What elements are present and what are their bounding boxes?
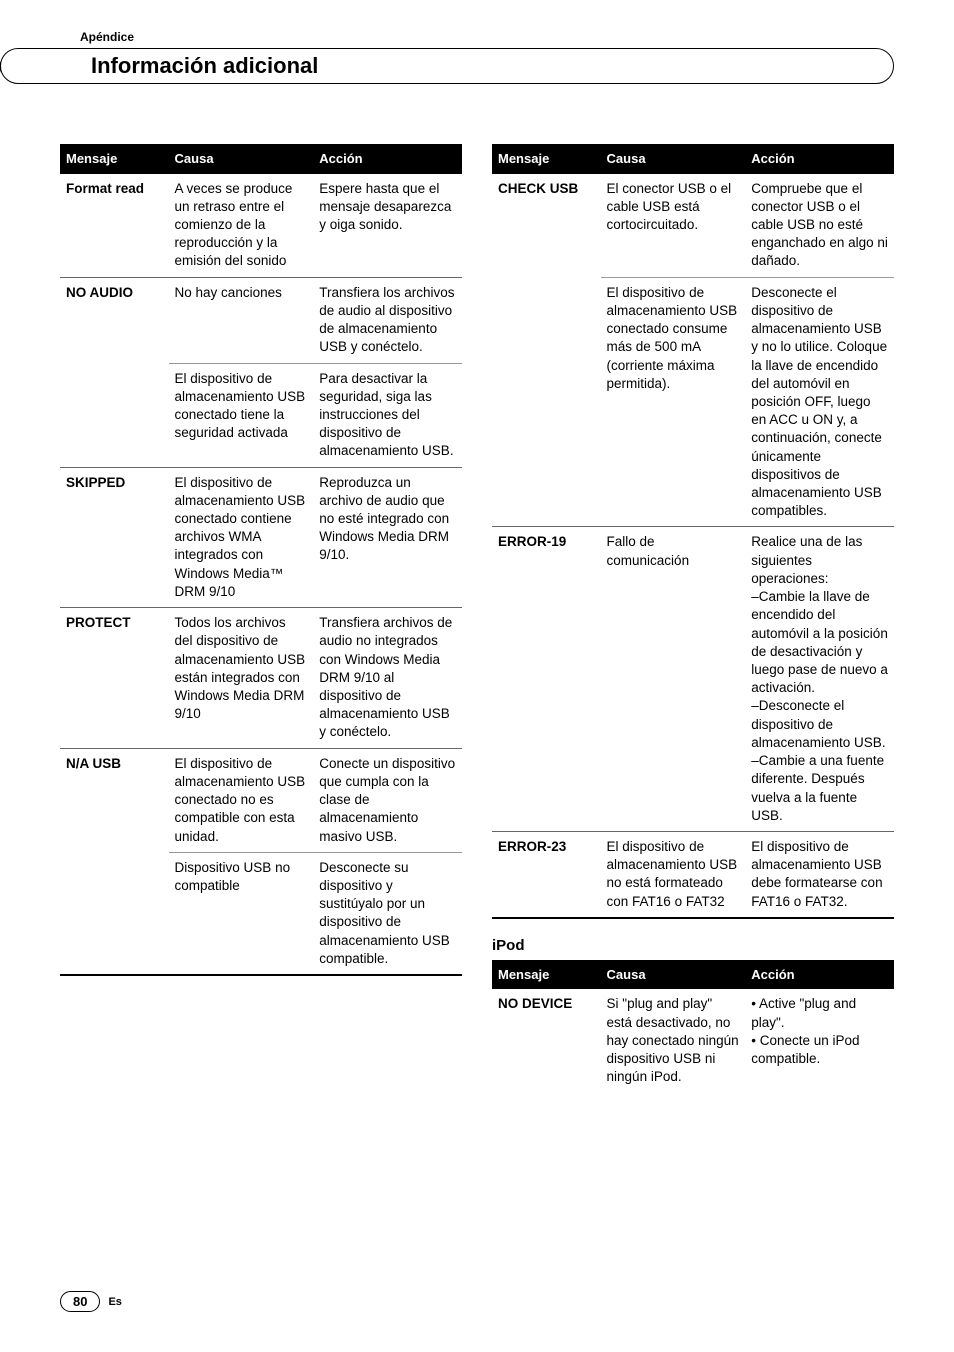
col-header-accion: Acción (313, 144, 462, 174)
ipod-section-label: iPod (492, 937, 894, 954)
right-table: Mensaje Causa Acción CHECK USB El conect… (492, 144, 894, 919)
msg-cell: Format read (60, 174, 169, 278)
title-bar: Información adicional (60, 48, 894, 84)
msg-cell (492, 277, 601, 527)
accion-cell: Transfiera archivos de audio no integrad… (313, 608, 462, 749)
appendix-label: Apéndice (80, 30, 894, 44)
msg-cell: SKIPPED (60, 467, 169, 608)
title-container: Información adicional (0, 48, 894, 84)
causa-cell: Si "plug and play" está desactivado, no … (601, 989, 746, 1092)
accion-cell: Realice una de las siguientes operacione… (745, 527, 894, 832)
accion-cell: Desconecte su dispositivo y sustitúyalo … (313, 852, 462, 975)
accion-cell: Compruebe que el conector USB o el cable… (745, 174, 894, 278)
table-row: CHECK USB El conector USB o el cable USB… (492, 174, 894, 278)
ipod-table: Mensaje Causa Acción NO DEVICE Si "plug … (492, 960, 894, 1093)
col-header-causa: Causa (601, 960, 746, 990)
col-header-accion: Acción (745, 144, 894, 174)
causa-cell: El dispositivo de almacenamiento USB con… (169, 363, 314, 467)
col-header-mensaje: Mensaje (492, 960, 601, 990)
causa-cell: El dispositivo de almacenamiento USB con… (169, 467, 314, 608)
msg-cell: NO DEVICE (492, 989, 601, 1092)
causa-cell: El conector USB o el cable USB está cort… (601, 174, 746, 278)
accion-cell: • Active "plug and play". • Conecte un i… (745, 989, 894, 1092)
causa-cell: No hay canciones (169, 277, 314, 363)
left-table: Mensaje Causa Acción Format read A veces… (60, 144, 462, 976)
ipod-table-head: Mensaje Causa Acción (492, 960, 894, 990)
col-header-mensaje: Mensaje (60, 144, 169, 174)
accion-cell: Para desactivar la seguridad, siga las i… (313, 363, 462, 467)
causa-cell: El dispositivo de almacenamiento USB con… (601, 277, 746, 527)
accion-cell: Desconecte el dispositivo de almacenamie… (745, 277, 894, 527)
msg-cell (60, 363, 169, 467)
causa-cell: Fallo de comunicación (601, 527, 746, 832)
accion-cell: Conecte un dispositivo que cumpla con la… (313, 748, 462, 852)
msg-cell: NO AUDIO (60, 277, 169, 363)
msg-cell: ERROR-19 (492, 527, 601, 832)
lang-label: Es (108, 1296, 121, 1308)
table-row: ERROR-23 El dispositivo de almacenamient… (492, 831, 894, 917)
left-table-head: Mensaje Causa Acción (60, 144, 462, 174)
col-header-mensaje: Mensaje (492, 144, 601, 174)
content-columns: Mensaje Causa Acción Format read A veces… (60, 144, 894, 1093)
causa-cell: A veces se produce un retraso entre el c… (169, 174, 314, 278)
causa-cell: Todos los archivos del dispositivo de al… (169, 608, 314, 749)
right-column: Mensaje Causa Acción CHECK USB El conect… (492, 144, 894, 1093)
accion-cell: El dispositivo de almacenamiento USB deb… (745, 831, 894, 917)
causa-cell: El dispositivo de almacenamiento USB con… (169, 748, 314, 852)
table-row: El dispositivo de almacenamiento USB con… (60, 363, 462, 467)
msg-cell: N/A USB (60, 748, 169, 852)
col-header-accion: Acción (745, 960, 894, 990)
table-row: NO DEVICE Si "plug and play" está desact… (492, 989, 894, 1092)
page-title: Información adicional (91, 53, 318, 79)
page-footer: 80 Es (60, 1291, 122, 1312)
page-number-badge: 80 (60, 1291, 100, 1312)
table-row: Format read A veces se produce un retras… (60, 174, 462, 278)
accion-cell: Transfiera los archivos de audio al disp… (313, 277, 462, 363)
col-header-causa: Causa (601, 144, 746, 174)
left-column: Mensaje Causa Acción Format read A veces… (60, 144, 462, 1093)
msg-cell: PROTECT (60, 608, 169, 749)
table-row: Dispositivo USB no compatible Desconecte… (60, 852, 462, 975)
table-row: ERROR-19 Fallo de comunicación Realice u… (492, 527, 894, 832)
right-table-head: Mensaje Causa Acción (492, 144, 894, 174)
msg-cell: ERROR-23 (492, 831, 601, 917)
accion-cell: Reproduzca un archivo de audio que no es… (313, 467, 462, 608)
table-row: El dispositivo de almacenamiento USB con… (492, 277, 894, 527)
causa-cell: Dispositivo USB no compatible (169, 852, 314, 975)
title-black-tab (0, 49, 1, 85)
msg-cell: CHECK USB (492, 174, 601, 278)
msg-cell (60, 852, 169, 975)
col-header-causa: Causa (169, 144, 314, 174)
table-row: N/A USB El dispositivo de almacenamiento… (60, 748, 462, 852)
accion-cell: Espere hasta que el mensaje desaparezca … (313, 174, 462, 278)
table-row: PROTECT Todos los archivos del dispositi… (60, 608, 462, 749)
table-row: NO AUDIO No hay canciones Transfiera los… (60, 277, 462, 363)
causa-cell: El dispositivo de almacenamiento USB no … (601, 831, 746, 917)
table-row: SKIPPED El dispositivo de almacenamiento… (60, 467, 462, 608)
